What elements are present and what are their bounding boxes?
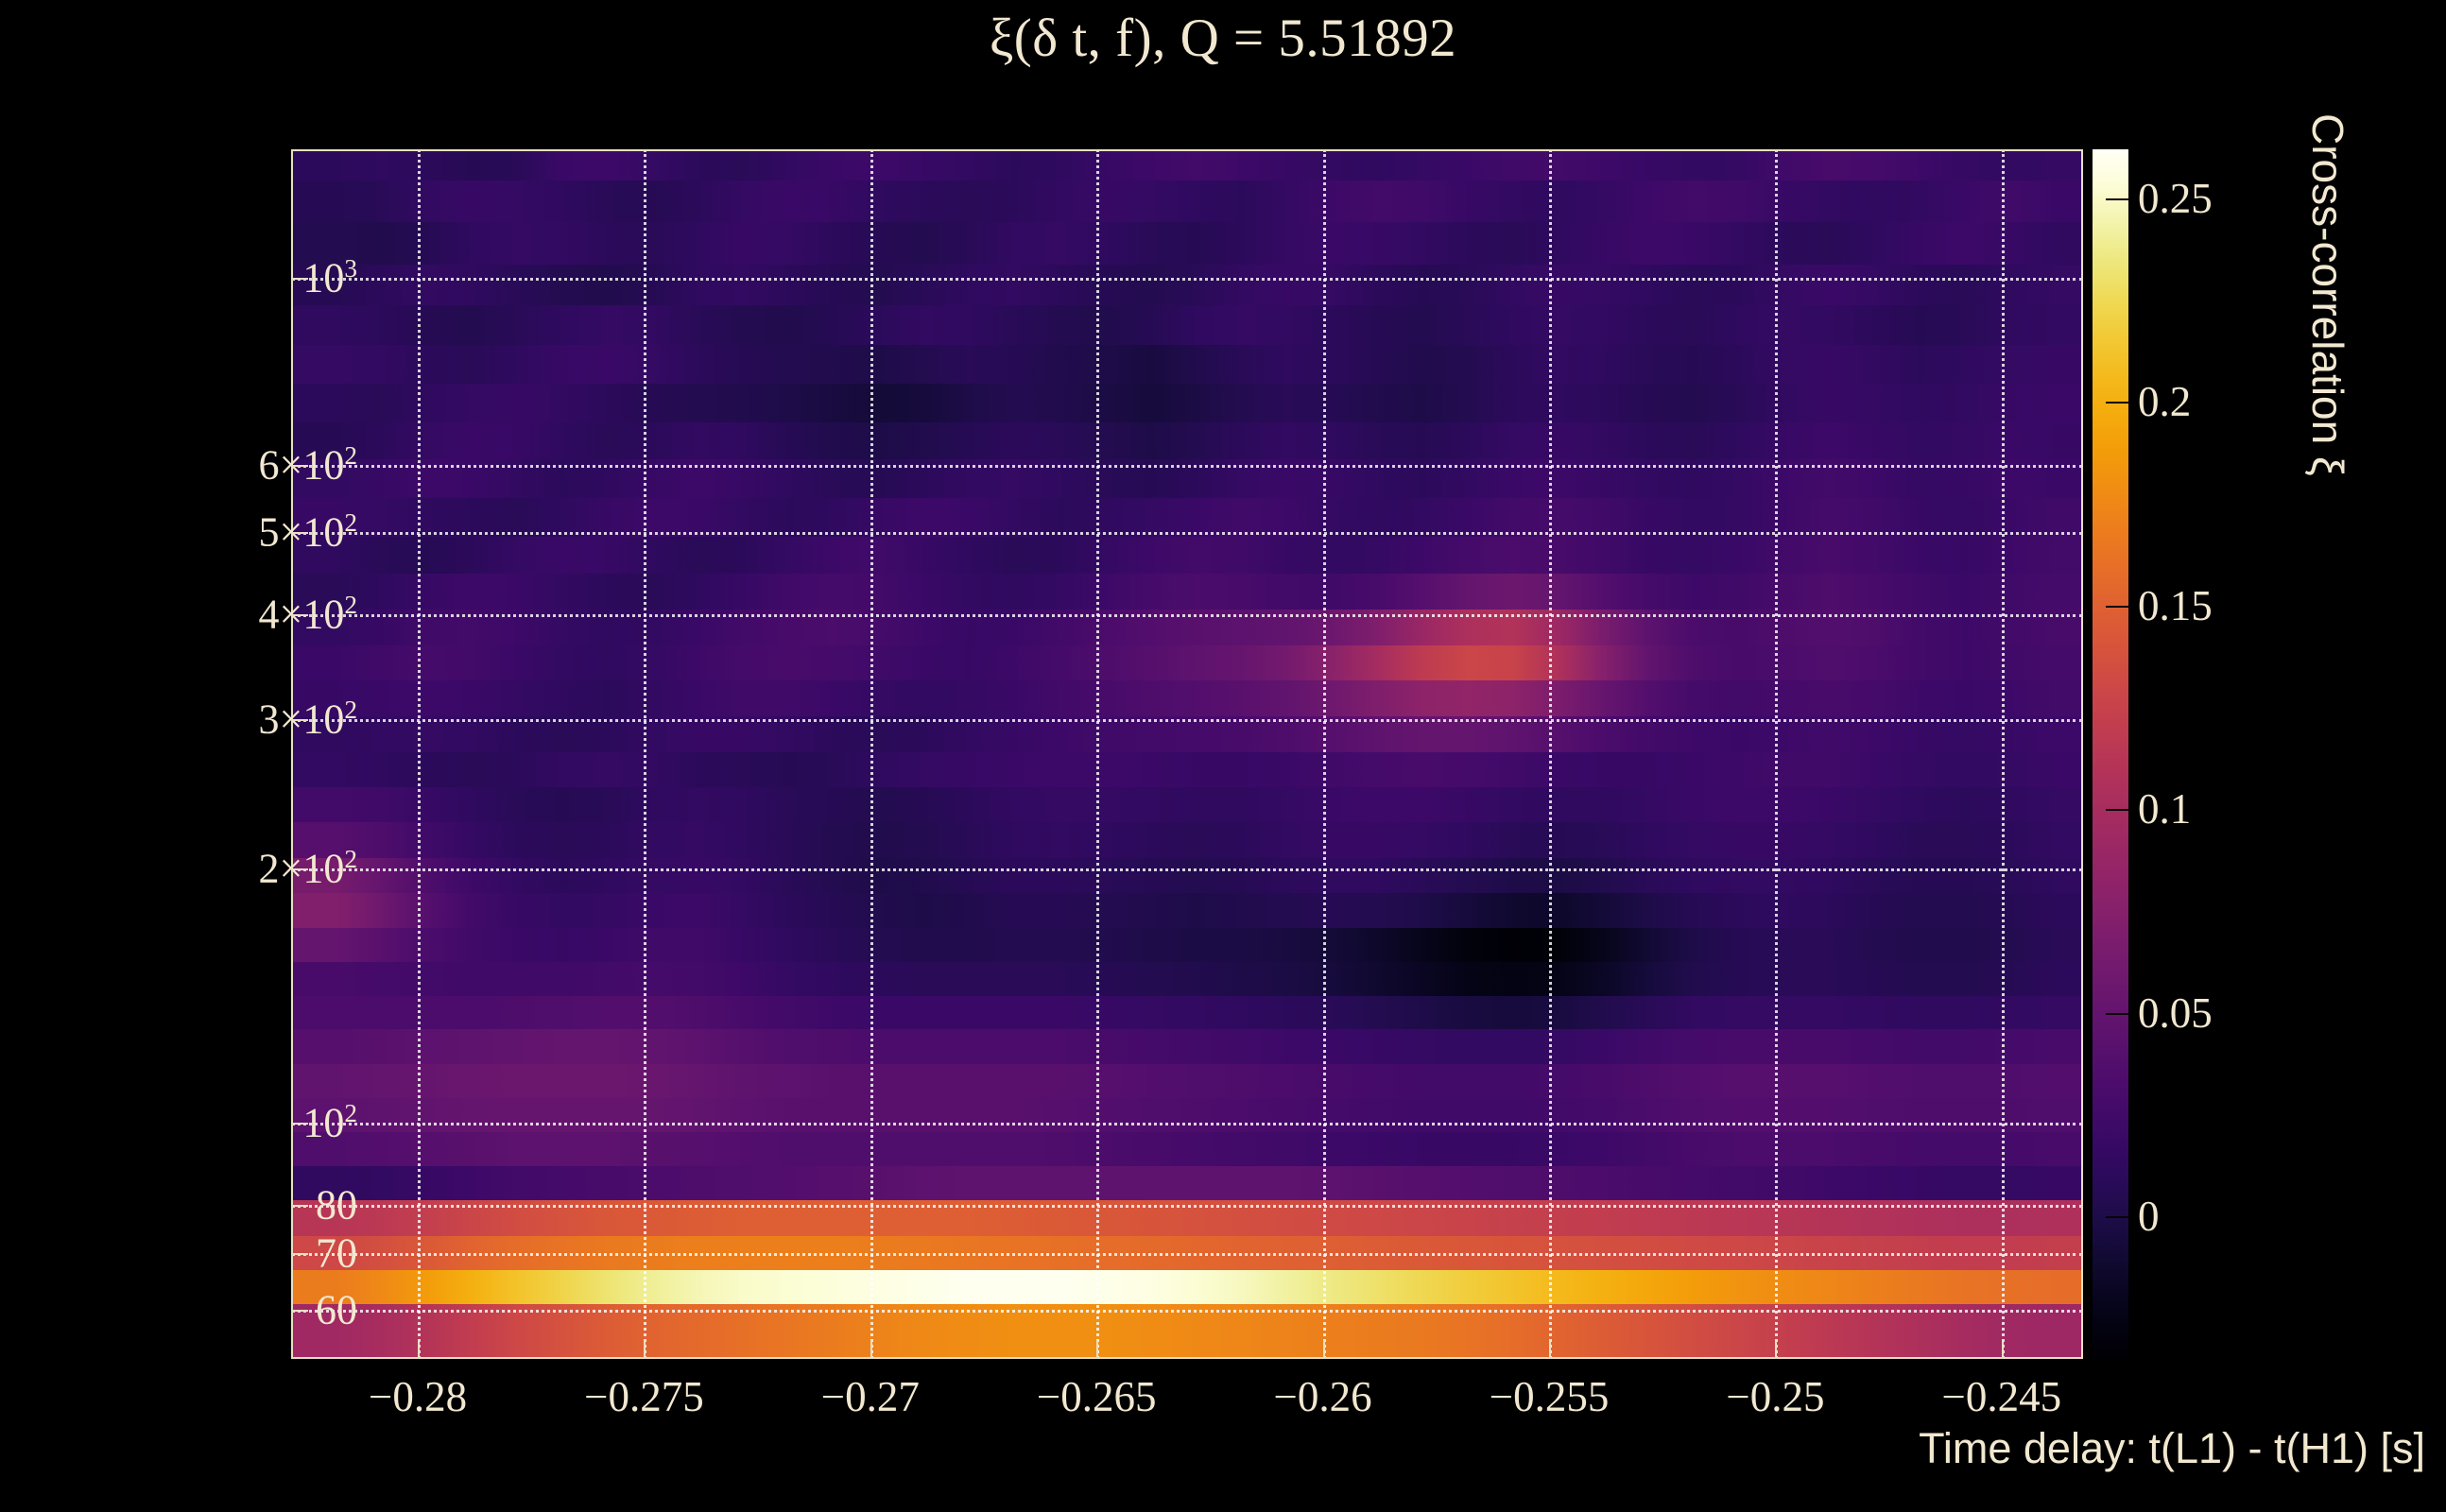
page-title: ξ(δ t, f), Q = 5.51892 bbox=[0, 8, 2446, 69]
heatmap-row bbox=[291, 1132, 2083, 1166]
y-axis-tick-label: 3×102 bbox=[258, 696, 357, 743]
x-axis-tick-label: −0.28 bbox=[368, 1373, 468, 1420]
x-axis-tick-label: −0.245 bbox=[1941, 1373, 2062, 1420]
heatmap-row bbox=[291, 1235, 2083, 1270]
x-axis-tick-mark bbox=[1322, 1340, 1325, 1359]
heatmap-row bbox=[291, 1304, 2083, 1359]
colorbar-tick-label: 0.25 bbox=[2138, 174, 2213, 222]
heatmap-row bbox=[291, 786, 2083, 823]
colorbar-tick-label: 0.2 bbox=[2138, 378, 2192, 426]
x-axis-tick-label: −0.265 bbox=[1036, 1373, 1157, 1420]
heatmap-row bbox=[291, 497, 2083, 537]
x-axis-tick-mark bbox=[1775, 1340, 1778, 1359]
colorbar-tick-label: 0.1 bbox=[2138, 785, 2192, 833]
heatmap-row bbox=[291, 222, 2083, 265]
colorbar-tick-mark bbox=[2106, 1012, 2128, 1015]
heatmap-row bbox=[291, 459, 2083, 498]
heatmap-row bbox=[291, 995, 2083, 1030]
x-axis-tick-mark bbox=[1549, 1340, 1552, 1359]
heatmap-row bbox=[291, 422, 2083, 460]
heatmap-row bbox=[291, 1098, 2083, 1133]
y-axis-tick-label: 103 bbox=[302, 253, 357, 301]
colorbar-tick-mark bbox=[2106, 1216, 2128, 1219]
y-axis-tick-mark bbox=[291, 278, 308, 281]
heatmap-row bbox=[291, 857, 2083, 894]
x-axis-tick-mark bbox=[644, 1340, 646, 1359]
x-axis-tick-label: −0.255 bbox=[1489, 1373, 1610, 1420]
colorbar-tick-mark bbox=[2106, 809, 2128, 812]
colorbar-gradient bbox=[2093, 149, 2128, 1359]
colorbar-tick-mark bbox=[2106, 402, 2128, 404]
y-axis-tick-mark bbox=[291, 1204, 308, 1207]
x-axis-tick-mark bbox=[1096, 1340, 1099, 1359]
x-axis-tick-mark bbox=[418, 1340, 421, 1359]
heatmap-row bbox=[291, 149, 2083, 181]
heatmap-row bbox=[291, 716, 2083, 752]
y-axis-tick-label: 80 bbox=[316, 1181, 357, 1228]
x-axis-tick-mark bbox=[870, 1340, 872, 1359]
y-axis-tick-mark bbox=[291, 1310, 308, 1313]
title-text: ξ(δ t, f), Q = 5.51892 bbox=[989, 9, 1457, 68]
colorbar-tick-label: 0.15 bbox=[2138, 581, 2213, 629]
heatmap-row bbox=[291, 264, 2083, 305]
y-axis-tick-label: 60 bbox=[316, 1286, 357, 1333]
heatmap-row bbox=[291, 645, 2083, 681]
y-axis-tick-mark bbox=[291, 465, 308, 468]
x-axis-tick-label: −0.25 bbox=[1726, 1373, 1825, 1420]
colorbar-title: Cross-correlation ξ bbox=[2303, 113, 2352, 476]
colorbar-tick-mark bbox=[2106, 198, 2128, 200]
heatmap-row bbox=[291, 680, 2083, 717]
y-axis-tick-mark bbox=[291, 1253, 308, 1256]
heatmap-row bbox=[291, 962, 2083, 996]
x-axis-title: Time delay: t(L1) - t(H1) [s] bbox=[1919, 1424, 2425, 1472]
colorbar-tick-label: 0.05 bbox=[2138, 988, 2213, 1037]
colorbar-tick-mark bbox=[2106, 605, 2128, 608]
y-axis-tick-mark bbox=[291, 1122, 308, 1125]
heatmap-row bbox=[291, 344, 2083, 385]
heatmap-row bbox=[291, 610, 2083, 646]
y-axis-tick-label: 102 bbox=[302, 1098, 357, 1146]
heatmap-row bbox=[291, 822, 2083, 858]
heatmap-image bbox=[291, 149, 2083, 1359]
y-axis-tick-mark bbox=[291, 719, 308, 722]
colorbar-tick-label: 0 bbox=[2138, 1193, 2160, 1241]
y-axis-tick-label: 70 bbox=[316, 1229, 357, 1277]
heatmap-row bbox=[291, 1165, 2083, 1201]
heatmap-row bbox=[291, 180, 2083, 223]
heatmap-row bbox=[291, 751, 2083, 787]
x-axis-tick-label: −0.275 bbox=[584, 1373, 704, 1420]
heatmap-row bbox=[291, 304, 2083, 345]
x-axis-tick-mark bbox=[2001, 1340, 2004, 1359]
x-axis-tick-label: −0.27 bbox=[820, 1373, 920, 1420]
heatmap-row bbox=[291, 384, 2083, 423]
x-axis-tick-label: −0.26 bbox=[1273, 1373, 1372, 1420]
y-axis-tick-mark bbox=[291, 613, 308, 616]
heatmap-row bbox=[291, 928, 2083, 963]
heatmap-row bbox=[291, 1029, 2083, 1064]
heatmap-row bbox=[291, 1200, 2083, 1236]
heatmap-row bbox=[291, 1269, 2083, 1305]
y-axis-tick-mark bbox=[291, 868, 308, 870]
heatmap-row bbox=[291, 573, 2083, 610]
heatmap-row bbox=[291, 1063, 2083, 1099]
heatmap-plot-area[interactable] bbox=[291, 149, 2083, 1359]
colorbar-frame bbox=[2093, 149, 2128, 1359]
colorbar[interactable] bbox=[2093, 149, 2128, 1359]
heatmap-row bbox=[291, 536, 2083, 574]
y-axis-tick-mark bbox=[291, 532, 308, 535]
heatmap-row bbox=[291, 893, 2083, 929]
